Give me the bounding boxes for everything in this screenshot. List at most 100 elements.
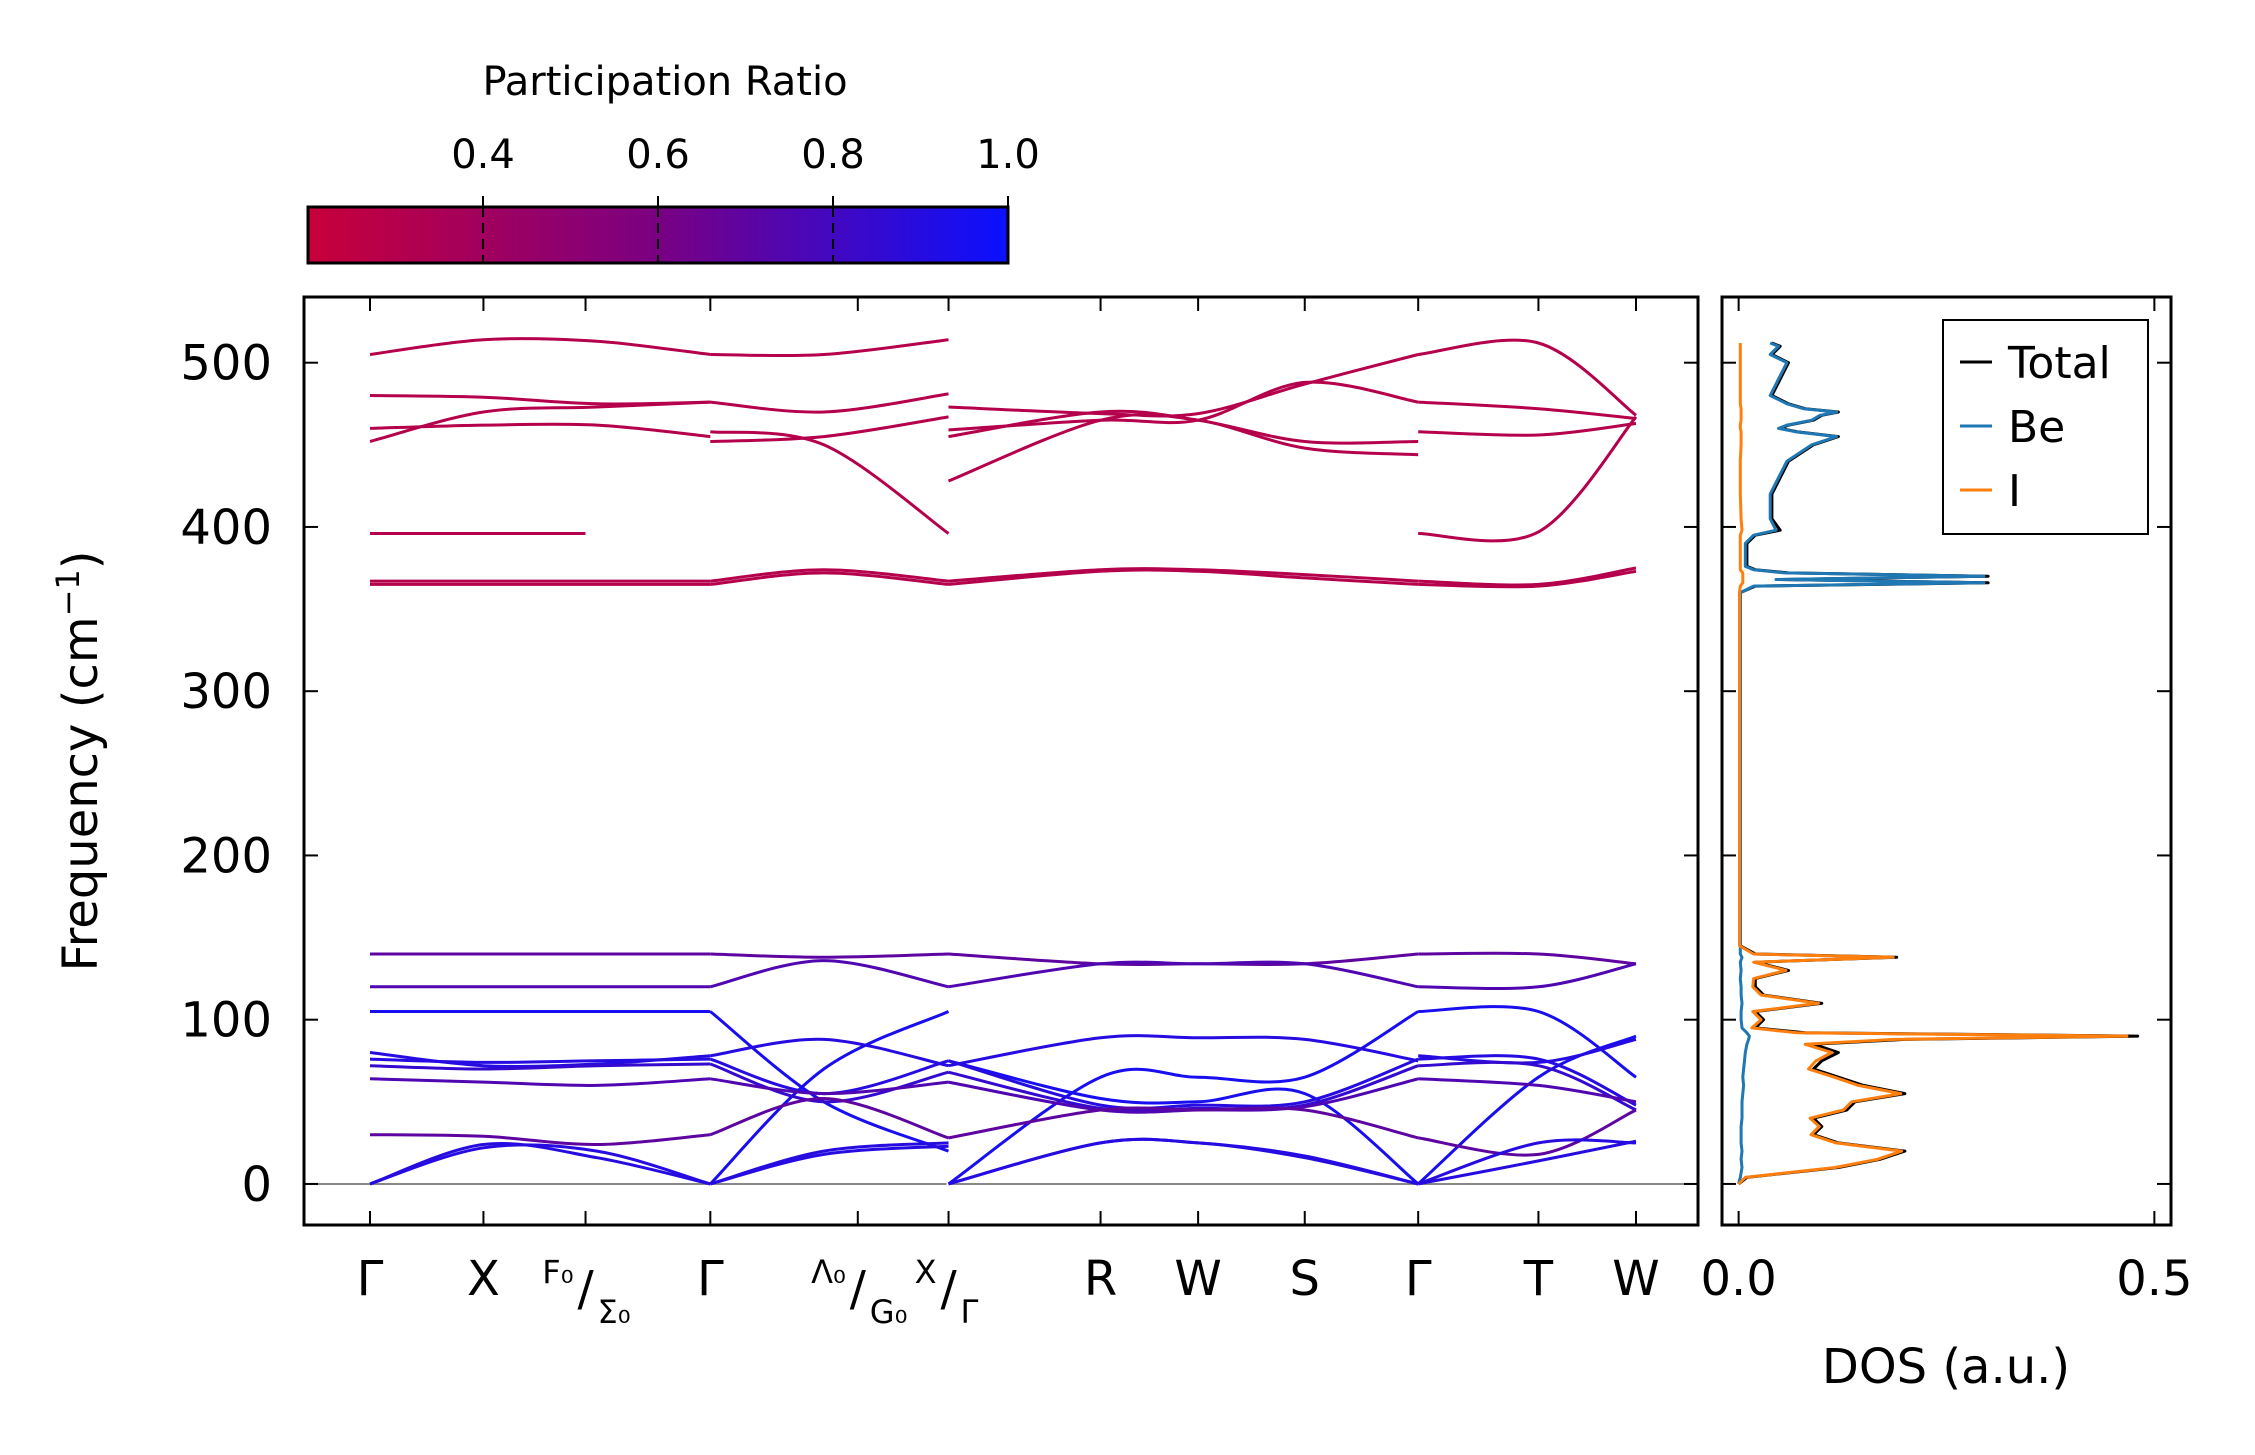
kpoint-label: Γ <box>1405 1251 1432 1307</box>
y-tick-label: 400 <box>180 500 272 556</box>
y-tick-label: 100 <box>180 993 272 1049</box>
phonon-band-line <box>948 1034 1419 1068</box>
phonon-band-line <box>948 1106 1419 1140</box>
y-tick-label: 200 <box>180 828 272 884</box>
legend-label-be: Be <box>2008 402 2065 453</box>
phonon-band-line <box>369 394 711 406</box>
y-axis-label-end: ) <box>53 550 109 569</box>
kpoint-label: Γ <box>357 1251 384 1307</box>
phonon-band-line <box>369 400 711 443</box>
phonon-band-line <box>948 353 1419 418</box>
phonon-band-line <box>948 1137 1419 1186</box>
phonon-band-line <box>1417 1034 1637 1186</box>
phonon-band-line <box>369 1143 711 1186</box>
kpoint-label-bottom: Σ₀ <box>598 1293 631 1331</box>
phonon-band-line <box>369 422 711 439</box>
phonon-band-line <box>710 430 950 535</box>
phonon-band-line <box>369 1062 711 1071</box>
phonon-band-line <box>1417 1138 1637 1186</box>
legend-label-total: Total <box>2007 338 2111 389</box>
phonon-band-line <box>948 1059 1420 1186</box>
phonon-band-line <box>369 1077 711 1087</box>
dos-x-tick-label: 0.0 <box>1700 1251 1776 1307</box>
phonon-band-line <box>1418 338 1637 417</box>
colorbar: Participation Ratio 0.4 0.6 0.8 1.0 <box>306 59 1040 265</box>
legend-label-i: I <box>2008 466 2021 517</box>
colorbar-tick-label: 0.8 <box>801 132 865 178</box>
phonon-band-line <box>948 1137 1419 1186</box>
kpoint-label-slash: / <box>577 1261 594 1317</box>
kpoint-label: S <box>1290 1251 1320 1307</box>
y-axis-label-superscript: −1 <box>49 569 87 616</box>
phonon-band-line <box>1418 1005 1637 1079</box>
phonon-band-line <box>1418 566 1637 587</box>
phonon-band-line <box>710 1037 949 1068</box>
phonon-band-line <box>1418 1077 1637 1104</box>
phonon-band-line <box>709 959 949 989</box>
kpoint-label-slash: / <box>940 1261 957 1317</box>
phonon-band-line <box>1418 415 1638 543</box>
kpoint-label-bottom: Γ <box>961 1293 979 1331</box>
colorbar-tick-label: 1.0 <box>976 132 1040 178</box>
kpoint-label-top: Λ₀ <box>811 1253 846 1291</box>
phonon-band-line <box>1417 1139 1637 1186</box>
phonon-band-line <box>709 1096 949 1140</box>
kpoint-label-slash: / <box>850 1261 867 1317</box>
phonon-band-line <box>369 337 711 356</box>
kpoint-label: T <box>1523 1251 1554 1307</box>
dos-x-axis-label: DOS (a.u.) <box>1822 1339 2070 1395</box>
colorbar-tick-label: 0.6 <box>626 132 690 178</box>
phonon-band-line <box>1418 951 1637 966</box>
colorbar-label: Participation Ratio <box>482 59 847 105</box>
phonon-band-line <box>710 952 949 959</box>
y-tick-label: 0 <box>241 1157 272 1213</box>
phonon-band-line <box>1418 1054 1637 1107</box>
phonon-band-line <box>1418 569 1637 589</box>
colorbar-tick-label: 0.4 <box>451 132 515 178</box>
phonon-band-line <box>369 1133 711 1147</box>
kpoint-label: R <box>1084 1251 1117 1307</box>
y-tick-label: 500 <box>180 336 272 392</box>
phonon-band-line <box>709 1010 950 1185</box>
dos-panel: 0.0 0.5 DOS (a.u.) Total Be I <box>1700 295 2193 1395</box>
kpoint-label-bottom: G₀ <box>870 1293 908 1331</box>
kpoint-label-top: F₀ <box>542 1253 573 1291</box>
dos-x-tick-label: 0.5 <box>2116 1251 2192 1307</box>
phonon-band-line <box>710 571 949 586</box>
phonon-band-line <box>1418 400 1637 420</box>
phonon-band-line <box>947 1010 1419 1186</box>
phonon-band-line <box>1418 962 1637 991</box>
dos-axes-frame <box>1720 295 2173 1227</box>
phonon-band-line <box>709 1144 949 1186</box>
phonon-band-line <box>369 1057 711 1064</box>
phonon-band-line <box>710 415 949 443</box>
phonon-band-line <box>948 409 1419 445</box>
band-axes-frame <box>302 295 1700 1227</box>
y-tick-label: 300 <box>180 664 272 720</box>
kpoint-label-top: X <box>915 1253 937 1291</box>
phonon-band-line <box>709 1010 950 1153</box>
legend: Total Be I <box>1942 319 2149 535</box>
phonon-band-line <box>1417 1108 1637 1157</box>
phonon-band-line <box>1418 422 1637 437</box>
kpoint-label: W <box>1612 1251 1659 1307</box>
phonon-band-line <box>948 960 1419 989</box>
phonon-band-line <box>948 1064 1419 1113</box>
y-axis-label: Frequency (cm−1) <box>49 550 109 971</box>
phonon-band-line <box>948 568 1419 586</box>
phonon-band-line <box>709 1062 949 1104</box>
phonon-band-line <box>710 338 949 358</box>
y-axis-label-text: Frequency (cm <box>53 616 109 971</box>
phonon-band-line <box>710 568 949 583</box>
dos-series-i <box>1737 343 2129 1185</box>
phonon-band-line <box>948 1057 1419 1110</box>
kpoint-label: Γ <box>697 1251 724 1307</box>
kpoint-label: X <box>467 1251 500 1307</box>
phonon-band-line <box>710 1077 949 1096</box>
phonon-band-line <box>709 1141 949 1186</box>
kpoint-label: W <box>1174 1251 1221 1307</box>
phonon-band-line <box>948 567 1419 583</box>
phonon-band-line <box>710 392 949 414</box>
